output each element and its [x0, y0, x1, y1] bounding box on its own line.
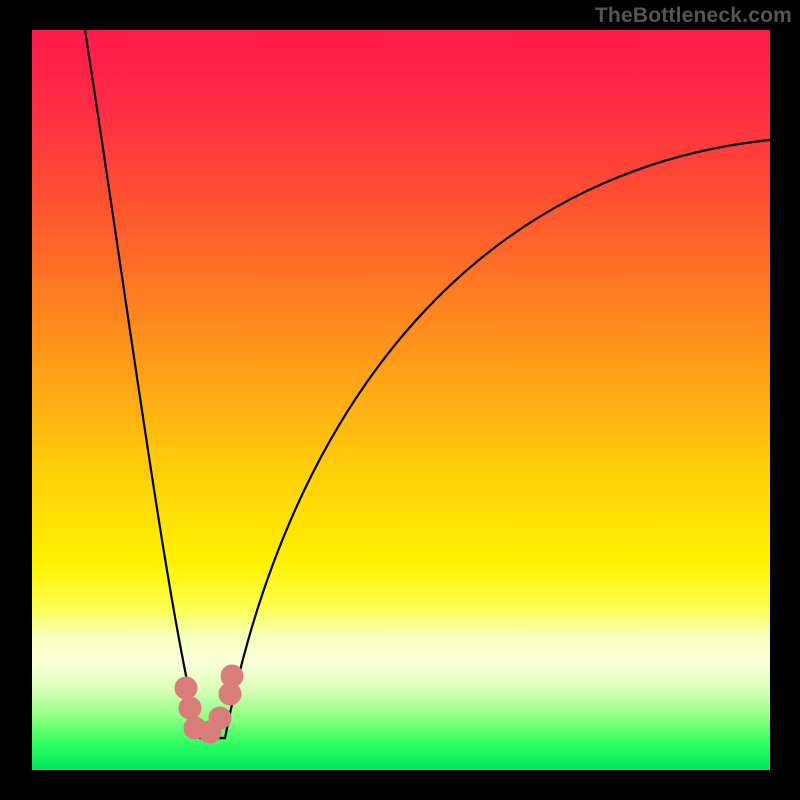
watermark-text: TheBottleneck.com — [595, 4, 792, 28]
bottleneck-chart — [0, 0, 800, 800]
plot-background — [32, 30, 770, 770]
data-marker — [179, 697, 201, 719]
data-marker — [175, 677, 197, 699]
data-marker — [209, 707, 231, 729]
data-marker — [221, 665, 243, 687]
